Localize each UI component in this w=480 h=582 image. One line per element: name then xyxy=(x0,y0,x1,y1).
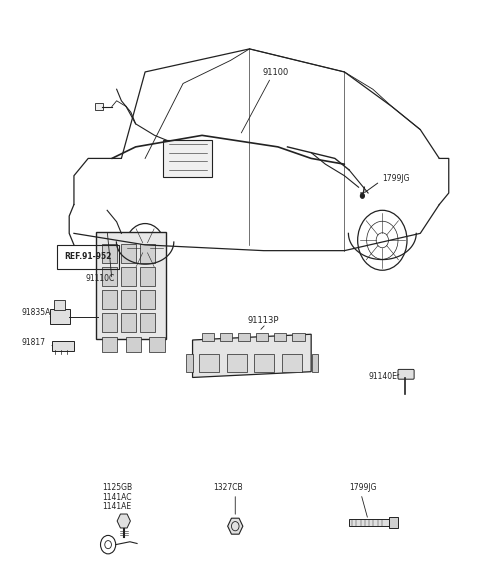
FancyBboxPatch shape xyxy=(389,517,398,528)
FancyBboxPatch shape xyxy=(199,354,219,372)
FancyBboxPatch shape xyxy=(140,314,155,332)
Text: 91835A: 91835A xyxy=(22,308,51,317)
FancyBboxPatch shape xyxy=(292,332,304,340)
Text: 1125GB: 1125GB xyxy=(102,483,132,492)
FancyBboxPatch shape xyxy=(186,354,193,372)
Circle shape xyxy=(360,194,364,198)
FancyBboxPatch shape xyxy=(312,354,318,372)
FancyBboxPatch shape xyxy=(121,244,136,262)
FancyBboxPatch shape xyxy=(126,336,141,352)
FancyBboxPatch shape xyxy=(102,267,117,286)
FancyBboxPatch shape xyxy=(140,267,155,286)
Polygon shape xyxy=(192,334,311,378)
FancyBboxPatch shape xyxy=(398,370,414,379)
FancyBboxPatch shape xyxy=(256,332,268,340)
FancyBboxPatch shape xyxy=(202,332,215,340)
FancyBboxPatch shape xyxy=(274,332,287,340)
Polygon shape xyxy=(228,518,243,534)
FancyBboxPatch shape xyxy=(282,354,301,372)
FancyBboxPatch shape xyxy=(96,232,166,339)
FancyBboxPatch shape xyxy=(52,340,74,351)
FancyBboxPatch shape xyxy=(50,309,70,324)
Text: 91110C: 91110C xyxy=(86,274,115,283)
FancyBboxPatch shape xyxy=(95,103,103,110)
FancyBboxPatch shape xyxy=(121,290,136,309)
Text: 1141AC: 1141AC xyxy=(102,493,132,502)
FancyBboxPatch shape xyxy=(140,244,155,262)
FancyBboxPatch shape xyxy=(149,336,165,352)
Text: REF.91-952: REF.91-952 xyxy=(64,252,112,261)
Text: 91100: 91100 xyxy=(263,68,288,77)
Polygon shape xyxy=(117,514,131,528)
Text: 1141AE: 1141AE xyxy=(102,502,132,511)
Text: 91817: 91817 xyxy=(22,338,46,347)
FancyBboxPatch shape xyxy=(102,314,117,332)
FancyBboxPatch shape xyxy=(348,519,390,526)
FancyBboxPatch shape xyxy=(121,267,136,286)
Text: 91140E: 91140E xyxy=(368,372,397,381)
FancyBboxPatch shape xyxy=(140,290,155,309)
Text: 91113P: 91113P xyxy=(248,315,279,325)
FancyBboxPatch shape xyxy=(227,354,247,372)
FancyBboxPatch shape xyxy=(163,140,213,177)
FancyBboxPatch shape xyxy=(254,354,274,372)
FancyBboxPatch shape xyxy=(219,332,232,340)
FancyBboxPatch shape xyxy=(238,332,251,340)
FancyBboxPatch shape xyxy=(102,336,117,352)
FancyBboxPatch shape xyxy=(121,314,136,332)
FancyBboxPatch shape xyxy=(55,300,65,310)
FancyBboxPatch shape xyxy=(102,290,117,309)
Text: 1799JG: 1799JG xyxy=(349,483,377,492)
FancyBboxPatch shape xyxy=(102,244,117,262)
Text: 1327CB: 1327CB xyxy=(213,483,243,492)
Text: 1799JG: 1799JG xyxy=(383,174,410,183)
